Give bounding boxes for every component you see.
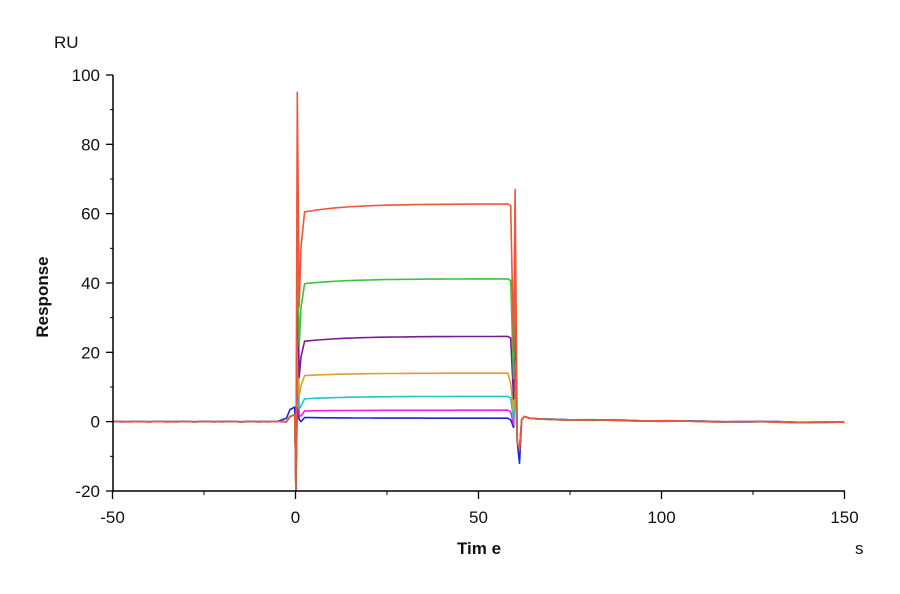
series-red-line [112, 91, 845, 492]
y-tick-label: 20 [81, 343, 100, 362]
x-unit-label: s [855, 539, 864, 558]
x-tick-label: 100 [647, 508, 675, 527]
x-tick-label: -50 [100, 508, 125, 527]
series-green-line [112, 230, 845, 492]
x-axis-title: Tim e [457, 539, 501, 558]
x-ticks: -50 0 50 100 150 [100, 491, 859, 527]
y-tick-label: 0 [91, 413, 100, 432]
series-curves [112, 91, 845, 492]
y-ticks: -20 0 20 40 60 80 100 [72, 66, 113, 501]
y-axis-title: Response [33, 256, 52, 337]
y-tick-label: 100 [72, 66, 100, 85]
y-tick-label: 80 [81, 135, 100, 154]
y-tick-label: 40 [81, 274, 100, 293]
x-tick-label: 150 [830, 508, 858, 527]
y-tick-label: 60 [81, 205, 100, 224]
y-unit-label: RU [54, 33, 79, 52]
series-blue-line [112, 372, 845, 492]
series-magenta-line [112, 368, 845, 492]
x-tick-label: 50 [469, 508, 488, 527]
series-orange-line [112, 316, 845, 492]
x-tick-label: 0 [291, 508, 300, 527]
y-tick-label: -20 [75, 482, 100, 501]
series-purple-line [112, 264, 845, 492]
